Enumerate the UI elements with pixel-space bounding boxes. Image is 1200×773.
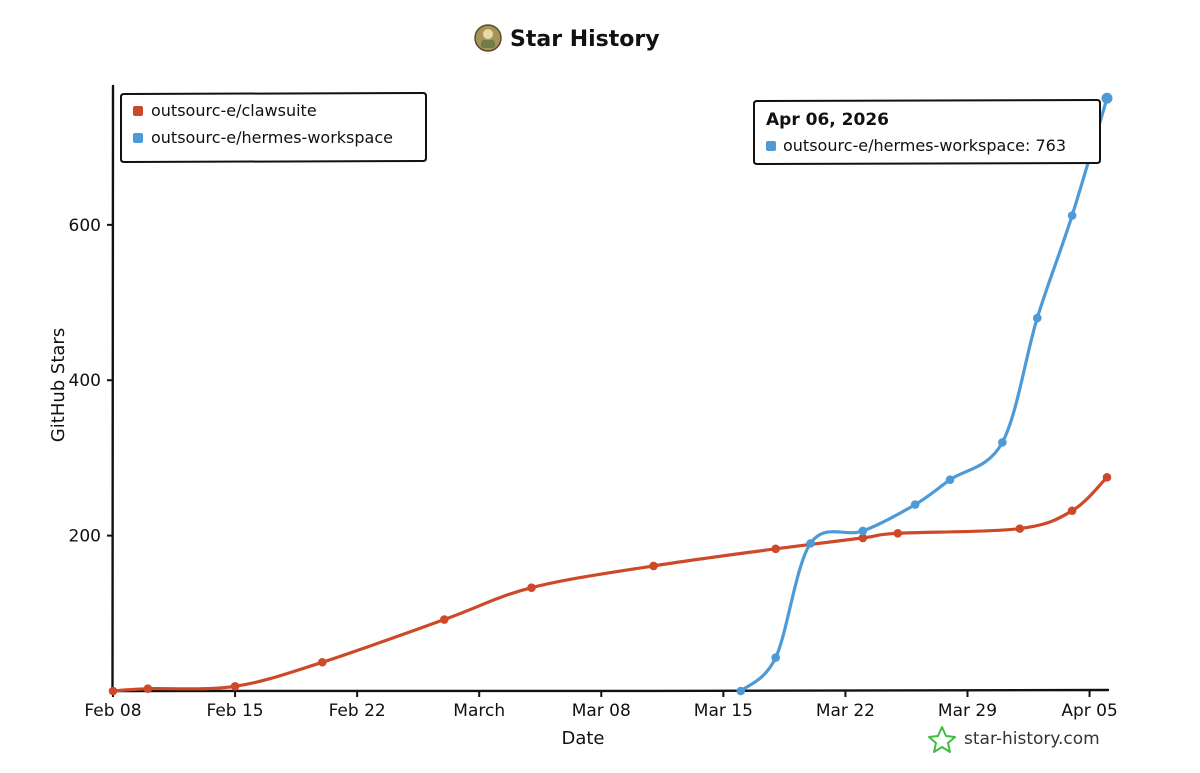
x-tick-label: Feb 08 <box>84 701 141 721</box>
x-axis-label: Date <box>561 728 604 749</box>
legend-swatch-clawsuite <box>133 106 143 116</box>
x-axis-ticks: Feb 08 Feb 15 Feb 22 March Mar 08 Mar 15 Mar 2… <box>84 691 1118 721</box>
x-tick-label: Apr 05 <box>1061 701 1117 721</box>
y-axis-ticks: 200 400 600 <box>69 216 113 547</box>
data-point-hermes-workspace[interactable] <box>771 653 780 662</box>
data-point-hermes-workspace[interactable] <box>1101 92 1113 104</box>
data-point-hermes-workspace[interactable] <box>1032 313 1042 323</box>
axes <box>110 84 1110 693</box>
data-point-clawsuite[interactable] <box>771 544 780 554</box>
hover-tooltip: Apr 06, 2026 outsourc-e/hermes-workspace… <box>753 98 1101 166</box>
series-clawsuite <box>108 473 1112 696</box>
data-point-hermes-workspace[interactable] <box>1067 211 1077 220</box>
legend-box <box>120 91 427 164</box>
avatar <box>474 24 502 52</box>
tooltip-swatch <box>766 141 776 151</box>
data-point-clawsuite[interactable] <box>1067 506 1077 516</box>
tooltip-box <box>753 98 1101 166</box>
data-point-hermes-workspace[interactable] <box>945 475 955 484</box>
watermark-text[interactable]: star-history.com <box>964 729 1100 749</box>
x-axis-line <box>110 688 1110 693</box>
series-layer <box>108 92 1113 696</box>
x-tick-label: Mar 29 <box>938 701 997 721</box>
y-axis-line <box>111 84 115 693</box>
y-tick-label: 400 <box>69 371 101 391</box>
x-tick-label: Mar 08 <box>572 701 631 721</box>
tooltip-value: outsourc-e/hermes-workspace: 763 <box>783 136 1066 155</box>
data-point-clawsuite[interactable] <box>143 684 153 693</box>
x-tick-label: March <box>453 701 505 721</box>
y-axis-label: GitHub Stars <box>48 328 69 442</box>
data-point-clawsuite[interactable] <box>527 583 536 592</box>
x-tick-label: Feb 15 <box>206 701 263 721</box>
x-tick-label: Feb 22 <box>329 701 386 721</box>
data-point-hermes-workspace[interactable] <box>736 686 746 696</box>
legend-label-clawsuite[interactable]: outsourc-e/clawsuite <box>151 101 317 120</box>
x-tick-label: Mar 22 <box>816 701 875 721</box>
y-tick-label: 600 <box>69 216 101 236</box>
data-point-clawsuite[interactable] <box>440 615 449 624</box>
star-icon <box>928 726 956 753</box>
y-tick-label: 200 <box>69 527 101 547</box>
series-hermes-workspace <box>736 92 1113 696</box>
data-point-clawsuite[interactable] <box>230 682 240 691</box>
chart-header: Star History <box>474 24 660 52</box>
watermark[interactable]: star-history.com <box>928 726 1100 753</box>
legend-label-hermes-workspace[interactable]: outsourc-e/hermes-workspace <box>151 128 393 147</box>
data-point-hermes-workspace[interactable] <box>806 539 815 548</box>
data-point-clawsuite[interactable] <box>1102 473 1112 482</box>
data-point-clawsuite[interactable] <box>317 657 327 667</box>
legend-swatch-hermes-workspace <box>133 133 143 143</box>
data-point-clawsuite[interactable] <box>649 561 658 571</box>
series-line-clawsuite <box>111 475 1109 693</box>
series-line-hermes-workspace <box>739 96 1109 693</box>
x-tick-label: Mar 15 <box>694 701 753 721</box>
data-point-hermes-workspace[interactable] <box>910 500 920 509</box>
tooltip-date: Apr 06, 2026 <box>766 110 889 130</box>
chart-title: Star History <box>510 27 660 52</box>
data-point-clawsuite[interactable] <box>1015 524 1025 533</box>
data-point-clawsuite[interactable] <box>893 528 903 538</box>
data-point-clawsuite[interactable] <box>858 533 868 543</box>
data-point-hermes-workspace[interactable] <box>998 438 1007 447</box>
legend: outsourc-e/clawsuite outsourc-e/hermes-w… <box>120 91 427 164</box>
data-point-hermes-workspace[interactable] <box>858 526 868 536</box>
data-point-clawsuite[interactable] <box>108 686 118 696</box>
